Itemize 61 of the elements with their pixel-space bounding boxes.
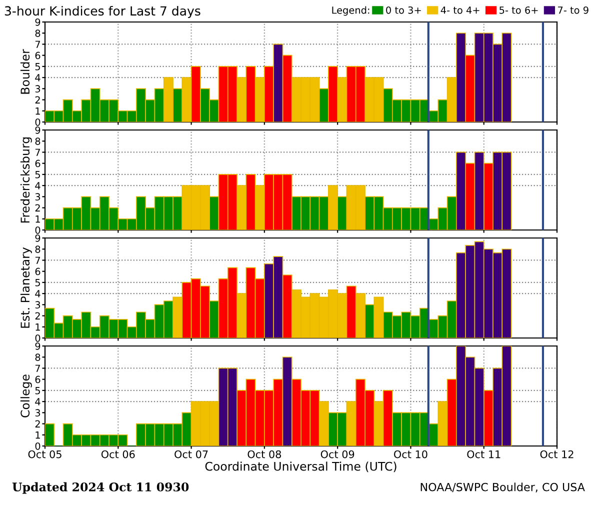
legend-title: Legend: — [332, 6, 370, 16]
x-tick-label: Oct 07 — [174, 450, 208, 458]
x-tick-label: Oct 06 — [101, 450, 135, 458]
y-tick-label: 8 — [35, 246, 40, 253]
x-tick-label: Oct 10 — [394, 450, 428, 458]
y-tick-label: 3 — [35, 193, 40, 200]
x-tick-label: Oct 05 — [28, 450, 62, 458]
y-tick-label: 7 — [35, 256, 40, 264]
y-tick-label: 8 — [35, 354, 40, 361]
y-tick-label: 9 — [35, 18, 40, 26]
x-tick-label: Oct 12 — [540, 450, 574, 458]
legend-label: 0 to 3+ — [386, 6, 421, 14]
y-tick-label: 0 — [35, 442, 40, 450]
chart-title: 3-hour K-indices for Last 7 days — [4, 6, 200, 18]
y-tick-label: 5 — [35, 171, 40, 178]
y-tick-label: 3 — [35, 85, 40, 92]
y-tick-label: 0 — [35, 334, 40, 342]
y-tick-label: 1 — [36, 431, 40, 439]
y-tick-label: 2 — [35, 312, 40, 320]
y-tick-label: 4 — [35, 290, 40, 298]
y-tick-label: 6 — [35, 52, 40, 60]
y-axis-title: Fredericksburg — [20, 137, 32, 222]
y-tick-label: 5 — [35, 63, 40, 70]
y-tick-label: 7 — [35, 40, 40, 48]
y-tick-label: 1 — [36, 323, 40, 331]
y-tick-label: 4 — [35, 74, 40, 82]
y-tick-label: 2 — [35, 204, 40, 212]
y-tick-label: 9 — [35, 234, 40, 242]
x-axis-title: Coordinate Universal Time (UTC) — [205, 462, 396, 472]
y-tick-label: 3 — [35, 301, 40, 308]
y-tick-label: 6 — [35, 376, 40, 384]
y-tick-label: 4 — [35, 182, 40, 190]
y-tick-label: 7 — [35, 364, 40, 372]
text: NOAA/SWPC Boulder, CO USA — [420, 482, 585, 492]
y-tick-label: 5 — [35, 279, 40, 286]
legend-label: 4- to 4+ — [440, 6, 480, 14]
y-axis-title: Boulder — [20, 49, 30, 94]
x-tick-label: Oct 11 — [467, 450, 500, 458]
y-tick-label: 9 — [35, 126, 40, 134]
y-axis-title: Est. Planetary — [20, 247, 32, 328]
x-tick-label: Oct 08 — [248, 450, 282, 458]
y-tick-label: 5 — [35, 387, 40, 394]
text: Updated 2024 Oct 11 0930 — [12, 482, 189, 494]
y-tick-label: 0 — [35, 118, 40, 126]
legend-label: 7- to 9 — [558, 6, 588, 14]
x-tick-label: Oct 09 — [320, 450, 354, 458]
y-tick-label: 1 — [36, 107, 40, 115]
legend-label: 5- to 6+ — [500, 6, 538, 14]
y-tick-label: 6 — [35, 160, 40, 168]
y-tick-label: 1 — [36, 215, 40, 223]
y-tick-label: 7 — [35, 148, 40, 156]
y-tick-label: 2 — [35, 420, 40, 428]
y-tick-label: 4 — [35, 398, 40, 406]
y-tick-label: 2 — [35, 96, 40, 104]
y-tick-label: 0 — [35, 226, 40, 234]
y-tick-label: 6 — [35, 268, 40, 276]
y-tick-label: 8 — [35, 30, 40, 37]
y-axis-title: College — [20, 374, 32, 418]
y-tick-label: 8 — [35, 138, 40, 145]
y-tick-label: 3 — [35, 409, 40, 416]
y-tick-label: 9 — [35, 342, 40, 350]
